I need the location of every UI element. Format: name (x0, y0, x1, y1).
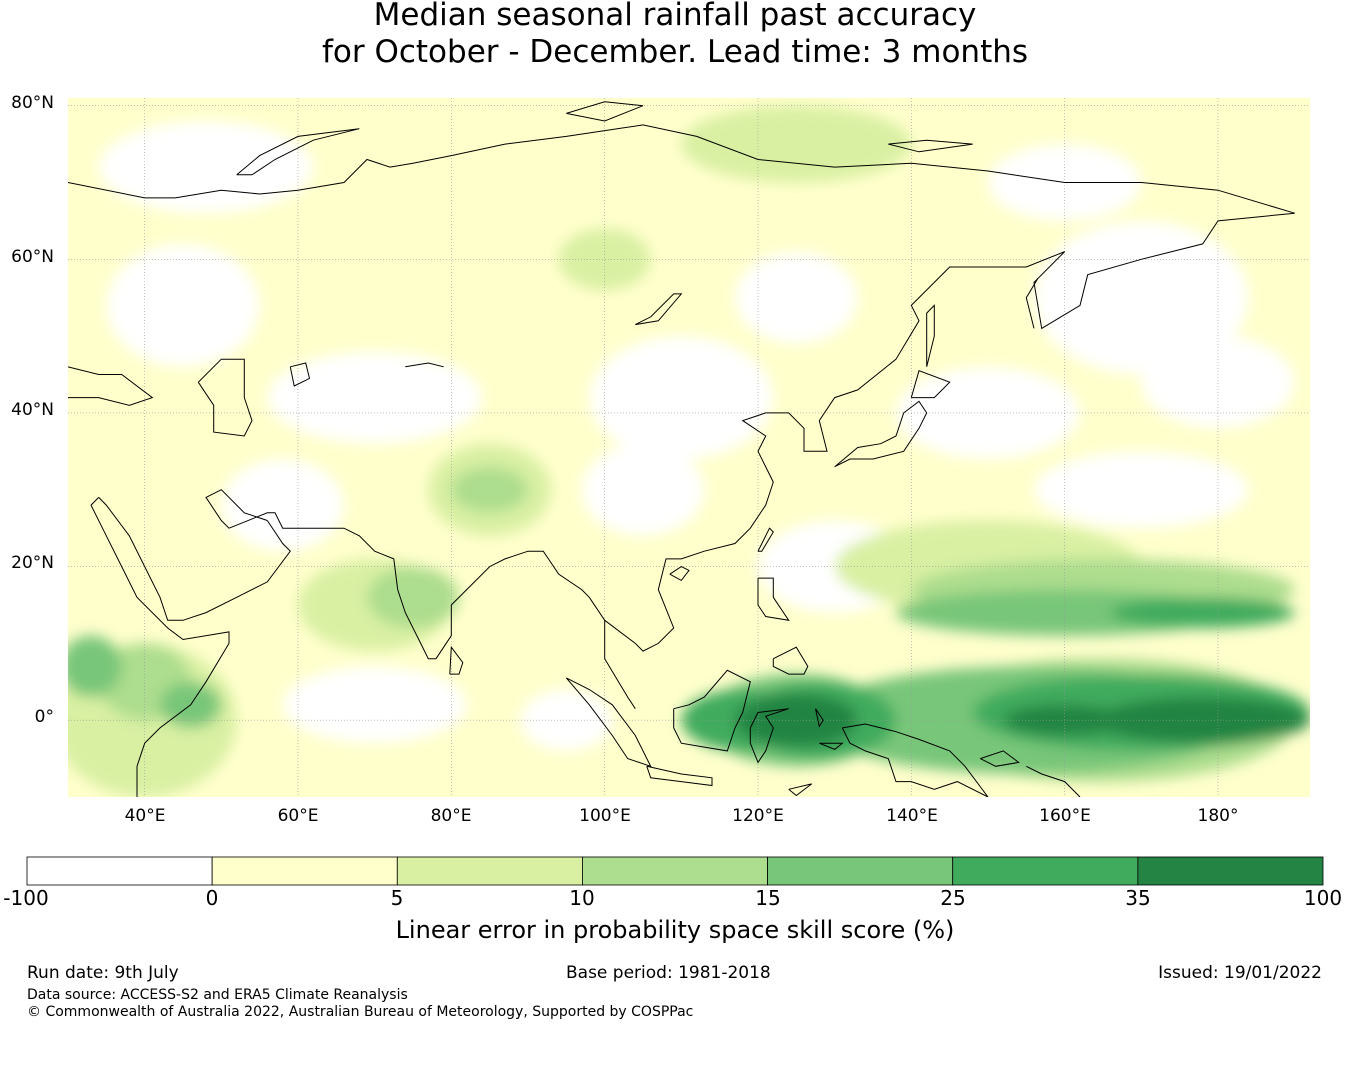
lon-label-80e: 80°E (430, 806, 472, 826)
java (646, 765, 713, 787)
japan-honshu (834, 400, 928, 468)
data-source: Data source: ACCESS-S2 and ERA5 Climate … (27, 987, 408, 1003)
indochina-west (205, 489, 606, 660)
borneo (673, 669, 751, 752)
colorbar-tick-35: 35 (1125, 886, 1151, 910)
skill-region-8 (221, 459, 344, 552)
map-title-line-1: Median seasonal rainfall past accuracy (373, 0, 977, 33)
novaya-zemlya (236, 128, 360, 176)
lon-label-60e: 60°E (277, 806, 319, 826)
colorbar (26, 856, 1324, 886)
east-asia-coast (604, 212, 1295, 709)
lat-label-0: 0° (34, 707, 54, 727)
skill-region-4 (735, 251, 858, 344)
colorbar-tick-minus100: -100 (3, 886, 49, 910)
red-sea-africa (90, 497, 230, 797)
skill-blobs (68, 105, 1310, 797)
solomons (1026, 765, 1081, 797)
colorbar-tick-100: 100 (1303, 886, 1343, 910)
lon-label-120e: 120°E (732, 806, 784, 826)
lon-label-180: 180° (1197, 806, 1239, 826)
arctic-coast (68, 124, 1295, 214)
skill-region-7 (581, 443, 705, 536)
skill-region-20 (558, 228, 651, 291)
philippines-luzon (757, 577, 790, 621)
lat-label-60n: 60°N (11, 247, 54, 267)
graticule (68, 98, 1310, 797)
run-date: Run date: 9th July (27, 963, 179, 983)
coastlines (68, 101, 1295, 797)
skill-region-21 (367, 566, 459, 629)
halmahera (815, 708, 824, 728)
seram (819, 742, 844, 750)
timor (788, 783, 813, 797)
lake-balkhash (405, 362, 444, 368)
bismarck (980, 750, 1020, 767)
map-plot-area (68, 98, 1310, 797)
colorbar-segment-6 (1137, 856, 1324, 886)
skill-region-5 (1034, 220, 1249, 375)
skill-region-35 (735, 693, 858, 748)
issued-date: Issued: 19/01/2022 (1158, 963, 1322, 983)
skill-region-22 (451, 466, 528, 513)
skill-region-2 (267, 351, 482, 444)
arabia (98, 497, 291, 621)
hainan (669, 566, 690, 582)
copyright: © Commonwealth of Australia 2022, Austra… (27, 1004, 694, 1020)
lat-label-20n: 20°N (11, 553, 54, 573)
colorbar-segment-1 (211, 856, 398, 886)
aral-sea (289, 362, 311, 387)
skill-region-10 (282, 666, 467, 744)
black-sea (68, 366, 154, 406)
lat-label-40n: 40°N (11, 400, 54, 420)
map-title-line-2: for October - December. Lead time: 3 mon… (321, 34, 1029, 70)
lake-baikal (635, 293, 683, 326)
caspian-sea (197, 358, 253, 437)
colorbar-tick-10: 10 (569, 886, 595, 910)
japan-hokkaido (910, 370, 951, 399)
new-guinea (841, 723, 989, 797)
colorbar-segment-4 (767, 856, 954, 886)
skill-region-31 (1110, 597, 1295, 629)
skill-region-3 (589, 336, 774, 460)
colorbar-tick-0: 0 (205, 886, 219, 910)
lon-label-100e: 100°E (579, 806, 631, 826)
colorbar-tick-5: 5 (390, 886, 404, 910)
lon-label-140e: 140°E (886, 806, 938, 826)
colorbar-tick-25: 25 (940, 886, 966, 910)
skill-fill-layer (68, 105, 1310, 797)
sumatra (565, 677, 652, 768)
taiwan (757, 527, 774, 552)
skill-region-13 (1141, 336, 1295, 429)
kamchatka-west (1025, 278, 1039, 329)
lat-label-80n: 80°N (11, 93, 54, 113)
lon-label-40e: 40°E (124, 806, 166, 826)
skill-region-9 (1034, 451, 1249, 529)
colorbar-segment-3 (582, 856, 768, 886)
philippines-mindanao (772, 646, 809, 675)
skill-region-29 (68, 635, 122, 698)
severnaya-zemlya (566, 101, 644, 122)
lon-label-160e: 160°E (1039, 806, 1091, 826)
skill-region-1 (106, 243, 260, 367)
skill-region-0 (98, 121, 314, 214)
skill-region-17 (681, 105, 912, 183)
sakhalin (926, 304, 935, 367)
colorbar-segment-5 (952, 856, 1139, 886)
sri-lanka (449, 645, 464, 675)
new-siberian-islands (888, 139, 973, 153)
colorbar-tick-15: 15 (755, 886, 781, 910)
colorbar-segment-2 (396, 856, 583, 886)
sulawesi (749, 708, 789, 764)
base-period: Base period: 1981-2018 (566, 963, 771, 983)
colorbar-label: Linear error in probability space skill … (395, 916, 955, 944)
colorbar-segment-0 (26, 856, 213, 886)
